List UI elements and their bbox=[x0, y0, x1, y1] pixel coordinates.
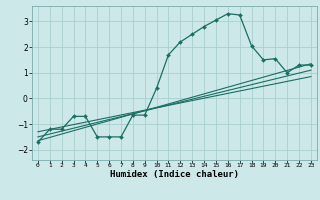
X-axis label: Humidex (Indice chaleur): Humidex (Indice chaleur) bbox=[110, 170, 239, 179]
